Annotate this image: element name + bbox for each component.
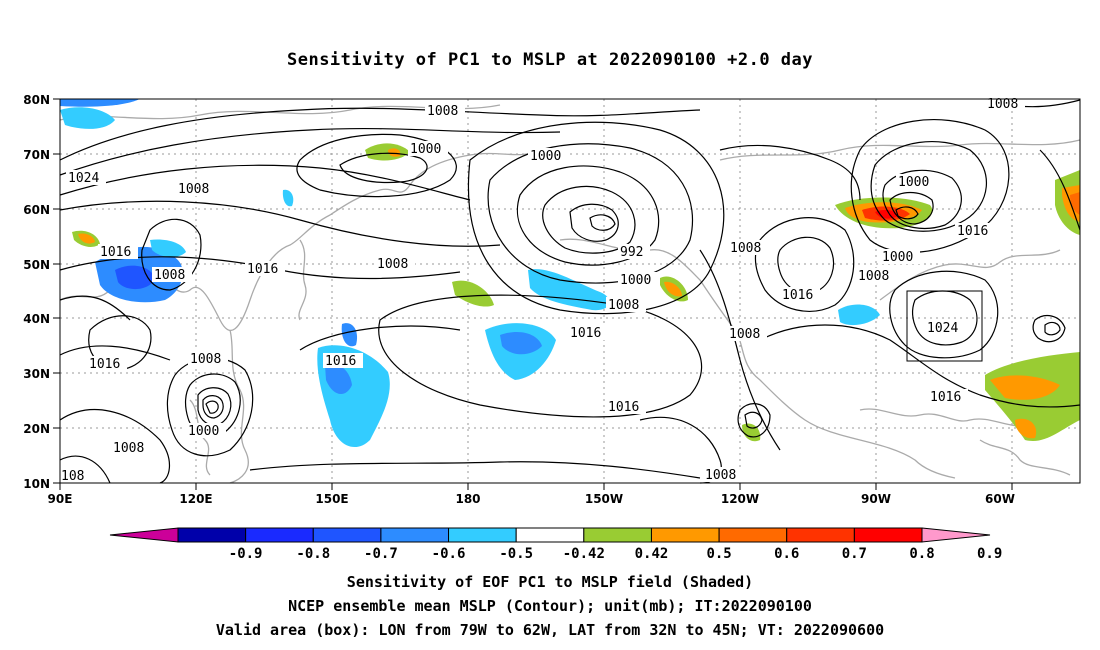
colorbar-swatch [177,527,247,543]
contour-label: 1008 [190,352,221,367]
lon-label: 120W [721,492,759,506]
lon-label: 120E [179,492,212,506]
colorbar: -0.9 -0.8 -0.7 -0.6 -0.5 -0.42 0.42 0.5 0.6 0.7 0.… [109,527,1002,562]
contour-label: 1008 [154,268,185,283]
lon-label: 150W [585,492,623,506]
colorbar-label: -0.5 [499,546,533,562]
contour-label: 1016 [100,245,131,260]
colorbar-swatch [583,527,652,543]
mslp-contours [59,99,1081,484]
contour-labels: 1008 1008 1000 1000 1024 1008 1016 1008 … [60,96,1025,484]
lon-axis-labels: 90E 120E 150E 180 150W 120W 90W 60W [48,492,1015,506]
contour-label: 1008 [730,241,761,256]
colorbar-swatch [650,527,720,543]
contour-label: 1008 [377,257,408,272]
colorbar-swatch [718,527,788,543]
colorbar-label: 0.9 [977,546,1002,562]
lat-axis-labels: 80N 70N 60N 50N 40N 30N 20N 10N [23,93,50,491]
map-title: Sensitivity of PC1 to MSLP at 2022090100… [286,50,813,70]
colorbar-label: -0.6 [432,546,466,562]
lat-label: 40N [23,312,50,326]
colorbar-label: 0.7 [842,546,867,562]
colorbar-label: -0.9 [229,546,263,562]
lon-label: 180 [455,492,480,506]
colorbar-label: 0.5 [706,546,731,562]
colorbar-label: -0.8 [296,546,330,562]
contour-label: 1016 [782,288,813,303]
lat-label: 50N [23,258,50,272]
colorbar-swatch [245,527,314,543]
colorbar-swatch [312,527,382,543]
valid-area-box [906,290,983,362]
contour-label: 1016 [608,400,639,415]
contour-label: 1008 [608,298,639,313]
lon-label: 150E [315,492,348,506]
colorbar-label: 0.8 [909,546,934,562]
contour-label: 1000 [530,149,561,164]
contour-label: 108 [61,469,84,484]
colorbar-label: 0.6 [774,546,799,562]
colorbar-swatch [786,527,855,543]
contour-label: 1016 [930,390,961,405]
contour-label: 1008 [113,441,144,456]
contour-label: 1008 [705,468,736,483]
contour-label: 1008 [729,327,760,342]
lat-label: 70N [23,148,50,162]
contour-label: 1016 [570,326,601,341]
colorbar-swatch [515,527,585,543]
colorbar-swatch [380,527,450,543]
caption-line-2: NCEP ensemble mean MSLP (Contour); unit(… [288,597,812,615]
lon-label: 60W [985,492,1015,506]
contour-label: 1016 [247,262,278,277]
contour-label: 1000 [188,424,219,439]
lat-label: 80N [23,93,50,107]
caption-line-3: Valid area (box): LON from 79W to 62W, L… [215,621,885,639]
contour-label: 1016 [89,357,120,372]
lon-label: 90E [48,492,73,506]
lon-label: 90W [861,492,891,506]
contour-label: 1008 [987,97,1018,112]
lat-label: 10N [23,477,50,491]
contour-label: 1024 [927,321,958,336]
colorbar-lower-triangle [109,527,179,543]
caption-line-1: Sensitivity of EOF PC1 to MSLP field (Sh… [346,573,754,591]
contour-label: 1016 [957,224,988,239]
contour-label: 1000 [620,273,651,288]
colorbar-swatch [853,527,923,543]
contour-label: 1024 [68,171,99,186]
contour-label: 1016 [325,354,356,369]
colorbar-label: -0.42 [563,546,605,562]
contour-label: 1000 [410,142,441,157]
colorbar-upper-triangle [921,527,991,543]
lat-label: 20N [23,422,50,436]
lat-label: 60N [23,203,50,217]
contour-label: 1008 [427,104,458,119]
contour-label: 1008 [178,182,209,197]
map-frame [59,98,1081,484]
contour-label: 1000 [882,250,913,265]
contour-label: 1000 [898,175,929,190]
colorbar-swatch [448,527,517,543]
contour-label: 1008 [858,269,889,284]
contour-label: 992 [620,245,643,260]
colorbar-label: -0.7 [364,546,398,562]
colorbar-label: 0.42 [635,546,669,562]
lat-label: 30N [23,367,50,381]
